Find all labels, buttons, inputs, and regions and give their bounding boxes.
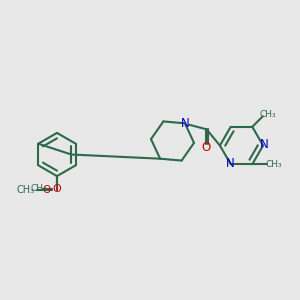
Text: CH₃: CH₃ xyxy=(31,184,47,193)
Text: O: O xyxy=(42,184,51,195)
Text: O: O xyxy=(52,184,62,194)
Text: N: N xyxy=(226,157,235,170)
Text: O: O xyxy=(202,141,211,154)
Text: N: N xyxy=(181,117,189,130)
Text: CH₃: CH₃ xyxy=(260,110,277,119)
Text: CH₃: CH₃ xyxy=(266,160,282,169)
Text: N: N xyxy=(260,138,269,152)
Text: CH₃: CH₃ xyxy=(16,184,34,195)
